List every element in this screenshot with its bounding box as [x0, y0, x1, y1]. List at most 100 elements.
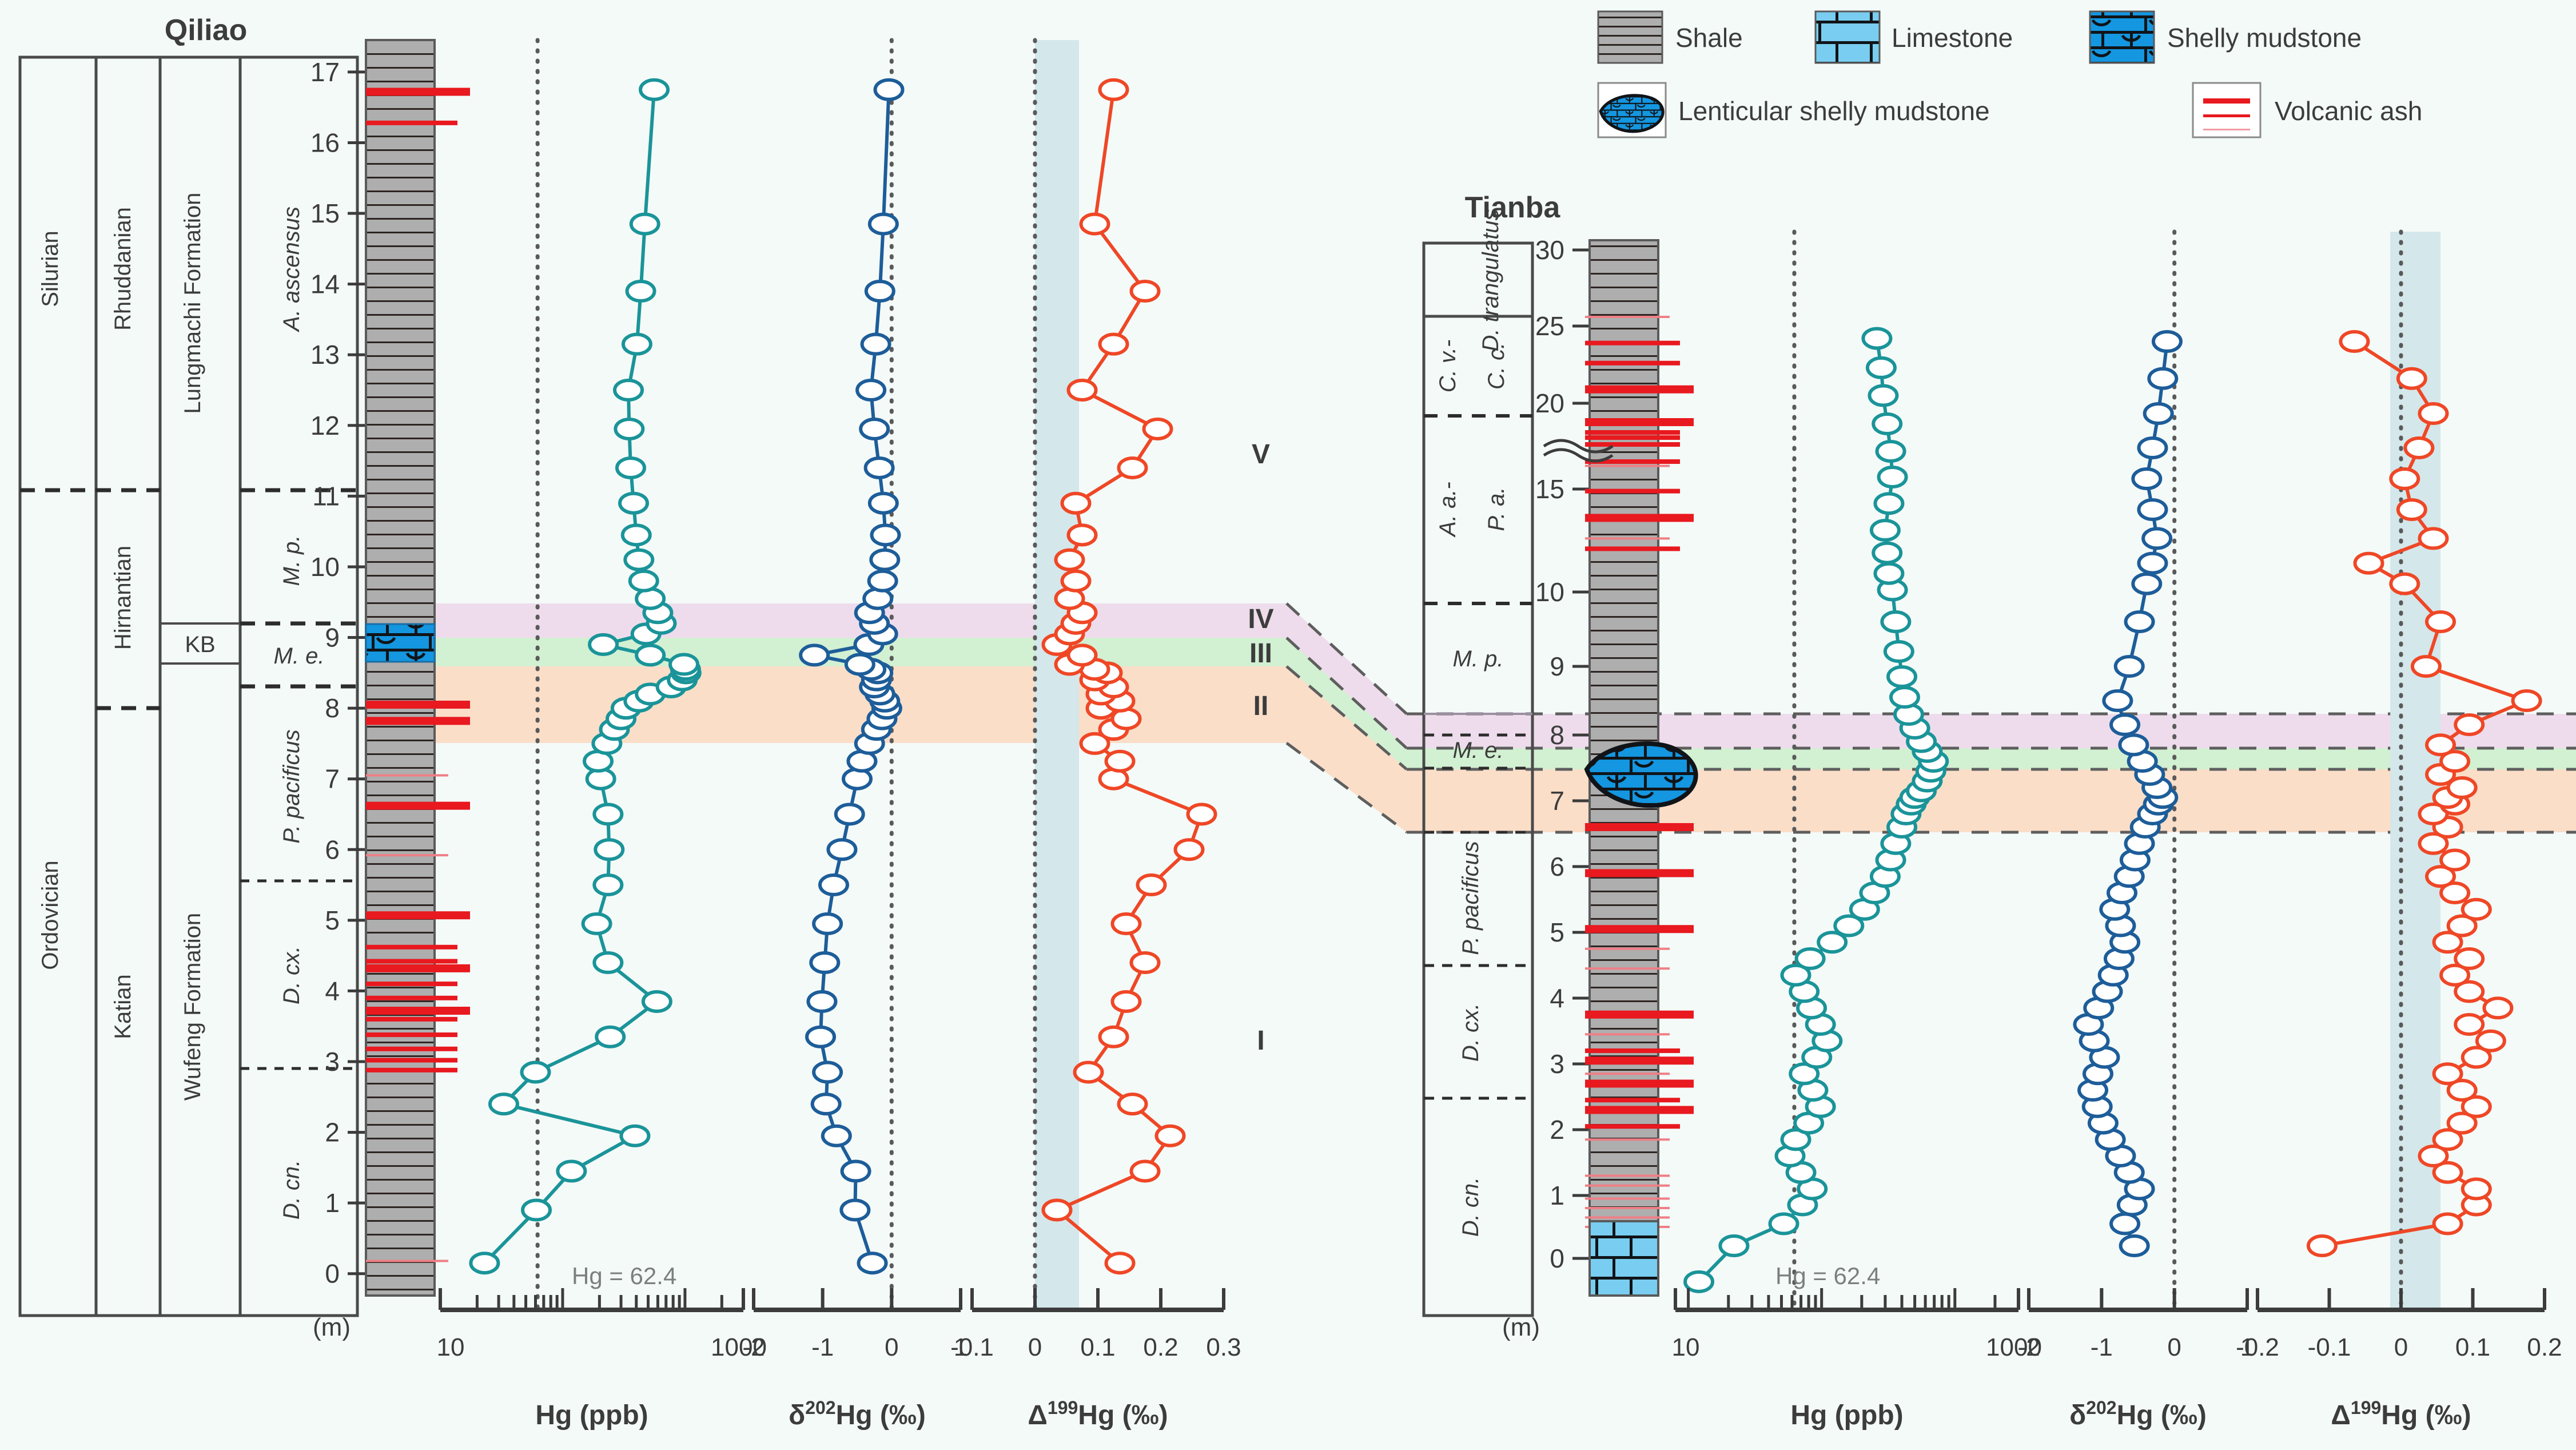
tianba-limestone-bed: [1588, 1220, 1659, 1297]
tianba-D199-data-point: [2403, 436, 2435, 459]
tianba-d202-data-point: [2137, 498, 2168, 521]
qiliao-biozone-m-p: M. p.: [279, 535, 304, 586]
tianba-section: Tianba D. trangulatus C. v.- C. c.: [1407, 191, 2576, 1431]
tianba-D199-data-point: [2432, 1161, 2463, 1184]
qiliao-stage-katian: Katian: [110, 974, 136, 1039]
qiliao-D199-tick-label: 0.3: [1206, 1333, 1241, 1361]
tianba-d202-data-point: [2102, 689, 2133, 712]
qiliao-D199-data-point: [1117, 456, 1148, 479]
qiliao-system-silurian: Silurian: [38, 231, 63, 307]
qiliao-biozone-d-cx: D. cx.: [279, 946, 304, 1004]
qiliao-hg-data-point: [625, 279, 656, 303]
band-ii: [400, 666, 1287, 743]
tianba-hg-data-point: [1886, 665, 1918, 688]
qiliao-biozone-a-ascensus: A. ascensus: [279, 206, 304, 332]
qiliao-hg-data-point: [621, 332, 652, 356]
tianba-D199-data-point: [2446, 776, 2478, 799]
tianba-depth-tick-label: 25: [1535, 311, 1564, 341]
tianba-D199-data-point: [2425, 610, 2456, 633]
qiliao-D199-data-point: [1154, 1124, 1186, 1147]
qiliao-hg-data-point: [639, 78, 670, 101]
tianba-hg-tick-label: 10: [1672, 1333, 1700, 1361]
qiliao-lithology-column: [365, 39, 470, 1297]
tianba-d202-data-point: [2143, 402, 2174, 425]
tianba-D199-data-point: [2339, 330, 2370, 353]
tianba-D199-data-point: [2389, 467, 2420, 490]
tianba-D199-data-point: [2511, 689, 2542, 712]
tianba-ash-bed: [1585, 1106, 1694, 1114]
legend-label-volcanic-ash: Volcanic ash: [2275, 96, 2422, 126]
qiliao-ash-bed: [366, 944, 457, 950]
qiliao-D199-data-point: [1173, 838, 1205, 861]
qiliao-depth-tick-label: 1: [325, 1188, 340, 1218]
tianba-depth-tick-label: 4: [1550, 983, 1564, 1013]
qiliao-hg-data-point: [469, 1252, 500, 1275]
qiliao-D199-data-point: [1129, 1159, 1161, 1183]
tianba-D199-data-point: [2439, 963, 2471, 987]
qiliao-d202-data-point: [869, 548, 901, 571]
qiliao-ash-bed: [366, 1260, 448, 1262]
qiliao-d202-data-point: [855, 379, 887, 402]
qiliao-ash-bed: [366, 801, 470, 810]
qiliao-depth-tick-label: 2: [325, 1118, 340, 1147]
qiliao-D199-data-point: [1098, 1025, 1129, 1048]
qiliao-D199-tick-label: -0.1: [950, 1333, 994, 1361]
qiliao-stage-rhuddanian: Rhuddanian: [110, 207, 136, 331]
tianba-ash-bed: [1585, 1098, 1680, 1103]
tianba-D199-data-point: [2425, 865, 2456, 888]
tianba-hg-data-point: [1865, 356, 1897, 379]
tianba-ash-bed: [1585, 1124, 1680, 1129]
tianba-hg-data-point: [1875, 440, 1906, 463]
tianba-ash-bed: [1585, 1216, 1670, 1219]
tianba-D199-data-point: [2439, 848, 2471, 872]
tianba-unconformity-mark: [1543, 439, 1614, 463]
tianba-ash-bed: [1585, 385, 1694, 394]
qiliao-depth-tick-label: 12: [310, 411, 340, 440]
qiliao-biozone-m-e: M. e.: [274, 643, 325, 669]
tianba-ash-bed: [1585, 488, 1680, 494]
qiliao-D199-data-point: [1066, 379, 1098, 402]
tianba-hg-data-point: [1880, 610, 1912, 633]
qiliao-d202-data-point: [844, 653, 875, 676]
tianba-D199-data-point: [2446, 914, 2478, 937]
tianba-hg-data-point: [1877, 466, 1908, 488]
tianba-ash-bed: [1585, 823, 1694, 831]
tianba-depth-tick-label: 20: [1535, 388, 1564, 418]
qiliao-hg-note: Hg = 62.4: [572, 1262, 676, 1289]
legend-label-shelly-mudstone: Shelly mudstone: [2167, 23, 2362, 53]
qiliao-ash-bed: [366, 774, 448, 777]
tianba-ash-bed: [1585, 316, 1670, 319]
tianba-biozone-cc: C. c.: [1484, 343, 1509, 390]
qiliao-hg-data-point: [588, 633, 619, 656]
qiliao-d202-axis-title: δ202Hg (‰): [789, 1397, 926, 1431]
qiliao-depth-tick-label: 7: [325, 764, 340, 794]
tianba-hg-data-point: [1780, 1128, 1811, 1151]
qiliao-depth-unit: (m): [313, 1313, 351, 1341]
qiliao-depth-tick-label: 13: [310, 340, 340, 370]
tianba-D199-data-point: [2432, 931, 2463, 954]
tianba-D199-data-point: [2460, 897, 2492, 921]
qiliao-hg-data-point: [592, 873, 624, 897]
interval-label-v: V: [1252, 439, 1270, 470]
legend-item-lenticular-shelly-mudstone: Lenticular shelly mudstone: [1597, 82, 1990, 138]
qiliao-D199-data-point: [1060, 569, 1092, 593]
legend: Shale Limestone Shelly mudstone Lenticul…: [1597, 10, 2422, 138]
qiliao-hg-data-point: [623, 548, 655, 571]
tianba-hg-data-point: [1861, 327, 1893, 350]
qiliao-depth-tick-label: 17: [310, 57, 340, 87]
qiliao-d202-tick-label: -1: [811, 1333, 834, 1361]
qiliao-hg-data-point: [488, 1093, 519, 1116]
qiliao-D199-tick-label: 0: [1028, 1333, 1042, 1361]
tianba-data-panels: 10 1000 Hg (ppb) -2 -1 0 1 δ202Hg (‰) -0.2 -0.1 0 0…: [1672, 229, 2562, 1431]
qiliao-ash-bed: [366, 982, 457, 987]
tianba-hg-data-point: [1683, 1270, 1715, 1293]
qiliao-ash-bed: [366, 1032, 457, 1038]
tianba-d202-tick-label: -1: [2091, 1333, 2113, 1361]
qiliao-interval-labels: V IV III II I: [1248, 439, 1273, 1056]
tianba-hg-note: Hg = 62.4: [1775, 1262, 1880, 1289]
lenticular-shape-icon: [1599, 94, 1665, 133]
tianba-D199-data-point: [2396, 367, 2427, 390]
qiliao-d202-tick-label: 1: [954, 1333, 968, 1361]
qiliao-d202-data-point: [859, 417, 890, 440]
